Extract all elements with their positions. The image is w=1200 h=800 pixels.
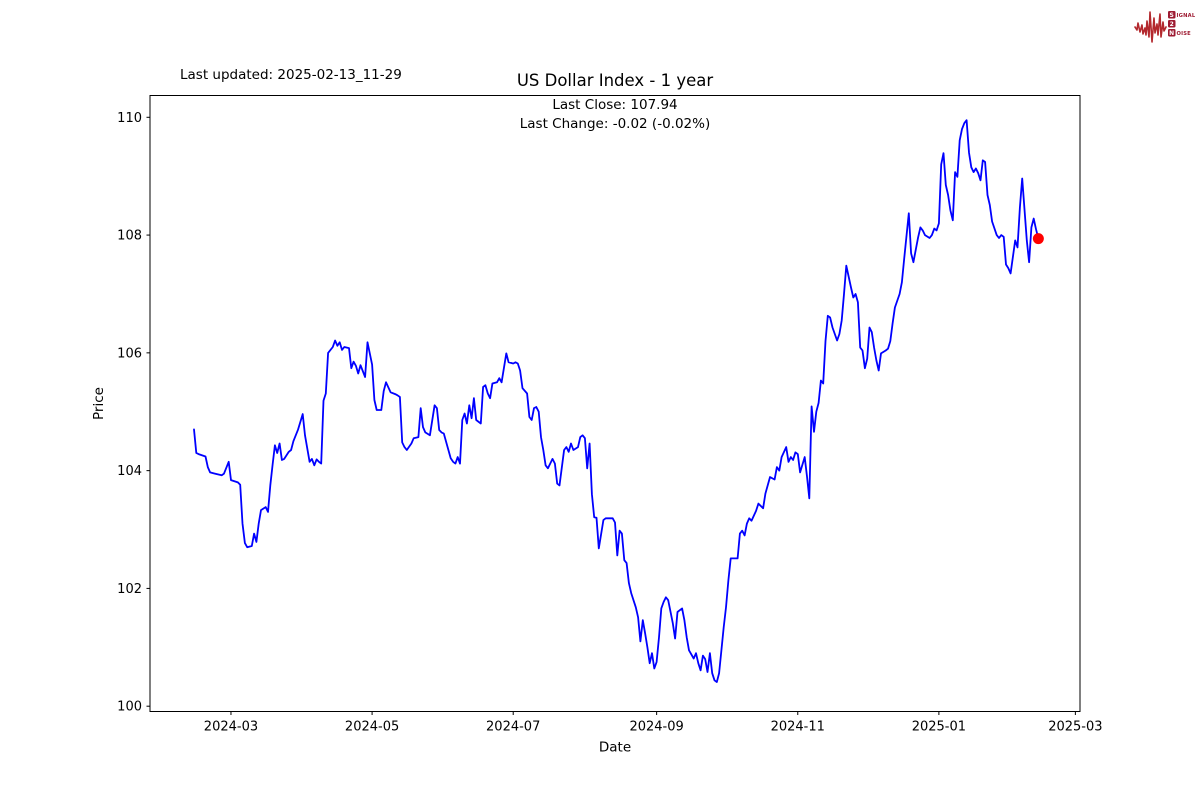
y-tick-label: 100 [117,700,142,715]
last-price-dot [1032,233,1044,245]
x-tick-label: 2024-05 [345,720,399,735]
logo-letter: S [1170,12,1174,19]
chart-title: US Dollar Index - 1 year [516,71,714,90]
waveform-icon [1134,11,1167,43]
y-tick-label: 104 [117,464,142,479]
logo-letter: 2 [1170,21,1174,28]
x-tick-label: 2025-01 [912,720,966,735]
last-updated-text: Last updated: 2025-02-13_11-29 [180,67,402,83]
price-line [193,119,1040,683]
last-close-text: Last Close: 107.94 [552,97,678,113]
x-axis-label: Date [599,740,631,756]
y-tick-label: 106 [117,346,142,361]
x-tick-label: 2025-03 [1048,720,1102,735]
logo-letter: N [1169,30,1174,37]
y-tick-label: 110 [117,111,142,126]
logo-letter-box [1168,20,1176,28]
y-tick-label: 102 [117,582,142,597]
x-tick-label: 2024-07 [486,720,540,735]
x-tick-label: 2024-03 [204,720,258,735]
y-tick-label: 108 [117,229,142,244]
last-change-text: Last Change: -0.02 (-0.02%) [519,115,711,132]
logo-word-rest: IGNAL [1177,13,1196,19]
x-tick-label: 2024-09 [629,720,683,735]
plot-box [149,95,1081,712]
chart-subtitle: Last Close: 107.94 Last Change: -0.02 (-… [150,96,1080,133]
x-tick-label: 2024-11 [771,720,825,735]
logo-word-rest: OISE [1177,31,1192,37]
y-axis-label: Price [91,387,107,420]
logo-letter-box [1168,29,1176,37]
logo-letter-box [1168,11,1176,19]
